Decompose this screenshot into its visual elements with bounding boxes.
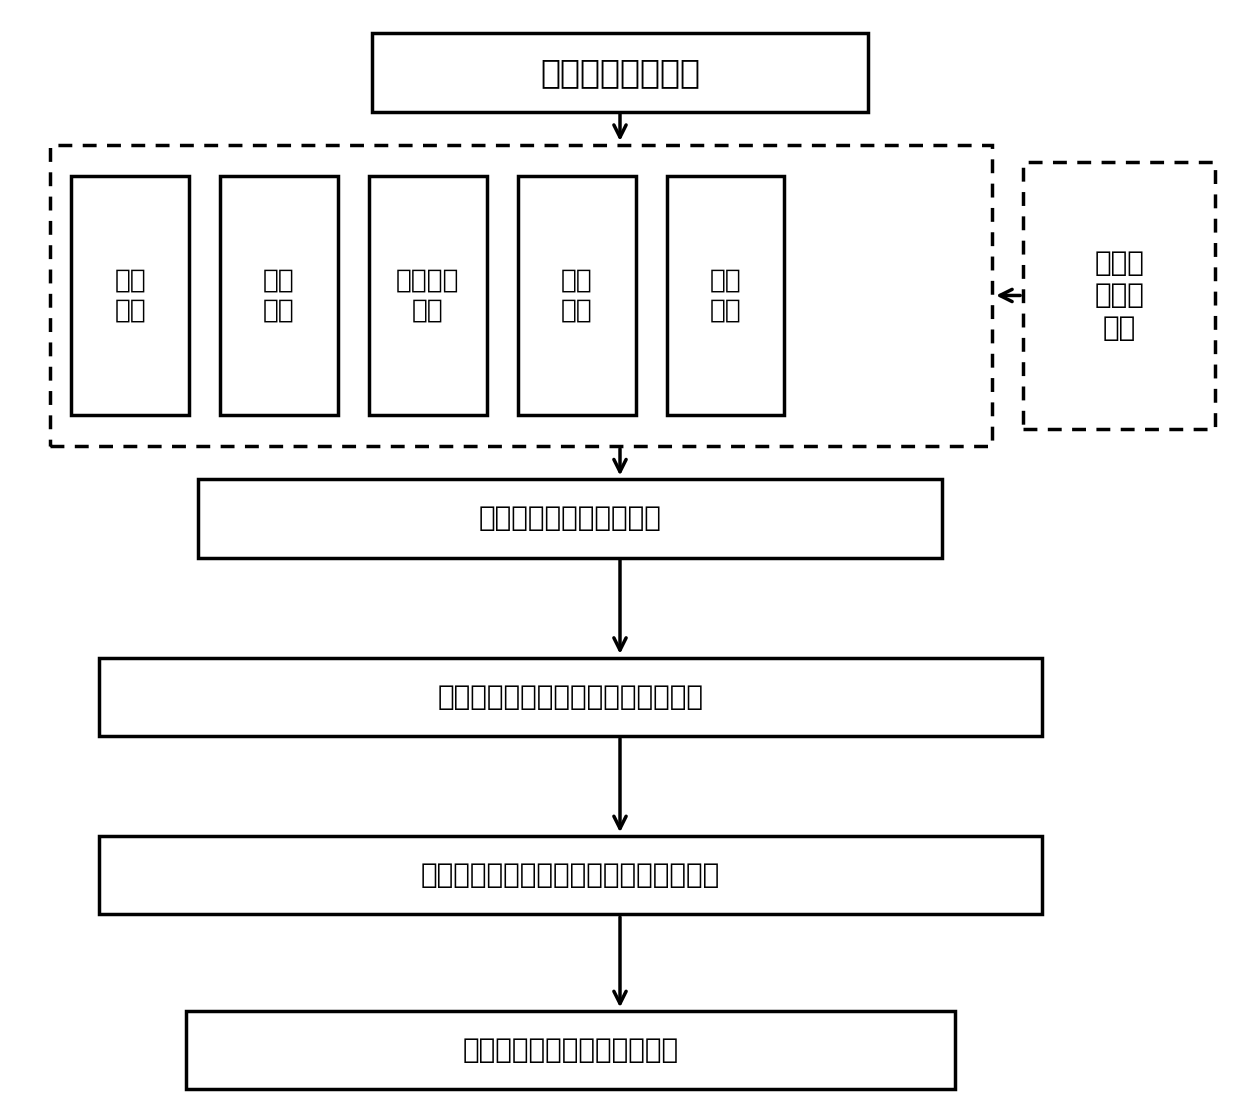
Text: 无人机多光谱反射率图像: 无人机多光谱反射率图像 [479,504,662,533]
Text: 辐射
定标: 辐射 定标 [709,268,742,323]
Bar [50,145,992,446]
Bar [370,176,486,416]
Text: 基于无人机影像的小麦氮素营养反演模型: 基于无人机影像的小麦氮素营养反演模型 [420,861,720,890]
Bar [71,176,188,416]
Bar [667,176,784,416]
Text: 农田小麦氮素营养空间分布图: 农田小麦氮素营养空间分布图 [463,1036,678,1065]
Bar [198,479,942,558]
Text: 镜头畜变
校正: 镜头畜变 校正 [396,268,460,323]
Text: 无人机
图像预
处理: 无人机 图像预 处理 [1094,249,1145,342]
Text: 无人机多光谱图像: 无人机多光谱图像 [539,56,701,89]
Bar [1023,162,1215,429]
Bar [372,33,868,112]
Bar [221,176,337,416]
Text: 光晕
校正: 光晕 校正 [263,268,295,323]
Text: 图像
配准: 图像 配准 [560,268,593,323]
Bar [518,176,636,416]
Text: 噪声
消除: 噪声 消除 [114,268,146,323]
Bar [99,836,1042,914]
Bar [186,1011,955,1089]
Text: 提取多光谱图像光谱特征和纹理特征: 提取多光谱图像光谱特征和纹理特征 [438,682,703,711]
Bar [99,658,1042,736]
